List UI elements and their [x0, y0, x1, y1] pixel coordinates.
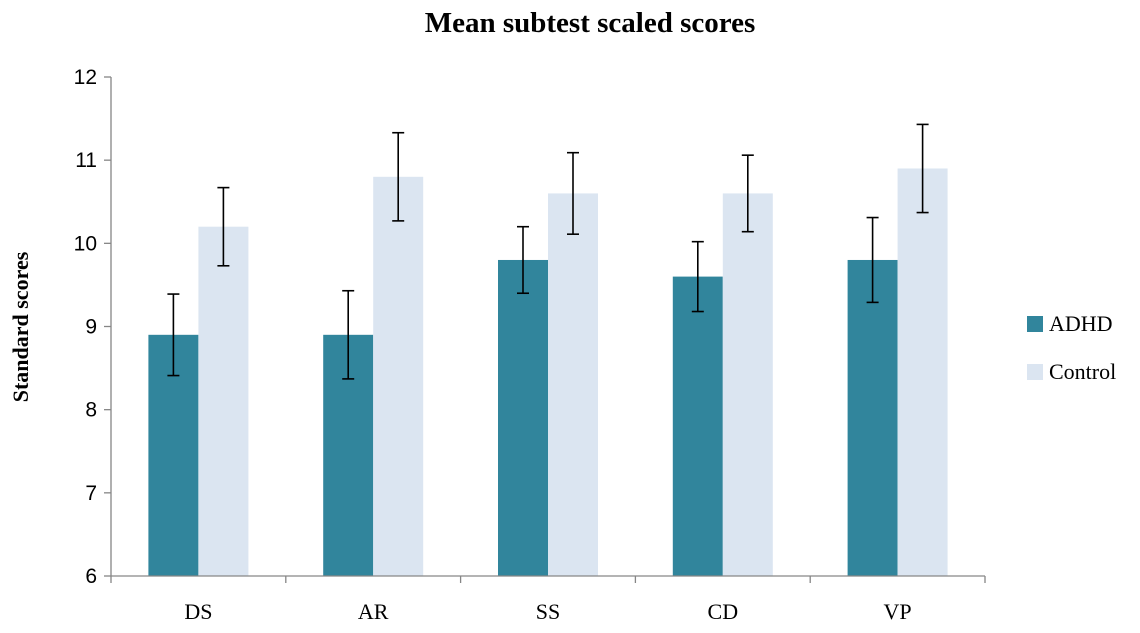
legend-label-adhd: ADHD: [1049, 311, 1113, 336]
y-tick-label: 11: [75, 149, 97, 172]
bar-control-ds: [198, 226, 249, 576]
plot-area: 6 7 8 9 10 11 12 DS AR SS CD VP: [74, 66, 986, 624]
x-tick-label: AR: [358, 599, 389, 624]
bar-control-ar: [373, 176, 424, 577]
y-tick-label: 6: [85, 565, 97, 588]
legend: ADHD Control: [1027, 311, 1116, 384]
bar-control-cd: [722, 193, 773, 576]
y-tick-label: 8: [85, 399, 97, 422]
bar-control-vp: [897, 168, 948, 576]
legend-swatch-adhd: [1027, 316, 1043, 332]
y-tick-label: 12: [74, 66, 97, 89]
legend-swatch-control: [1027, 364, 1043, 380]
x-tick-label: VP: [884, 599, 912, 624]
x-tick-label: DS: [184, 599, 212, 624]
bar-adhd-ss: [498, 259, 548, 576]
x-tick-label: CD: [708, 599, 739, 624]
legend-label-control: Control: [1049, 359, 1116, 384]
y-tick-label: 7: [85, 482, 97, 505]
y-tick-label: 10: [74, 232, 97, 255]
y-axis-label: Standard scores: [8, 251, 33, 402]
bar-adhd-cd: [672, 276, 723, 576]
bar-control-ss: [548, 193, 598, 576]
chart-title: Mean subtest scaled scores: [425, 7, 756, 39]
bar-adhd-vp: [847, 259, 898, 576]
y-tick-label: 9: [85, 316, 97, 339]
x-tick-label: SS: [536, 599, 560, 624]
